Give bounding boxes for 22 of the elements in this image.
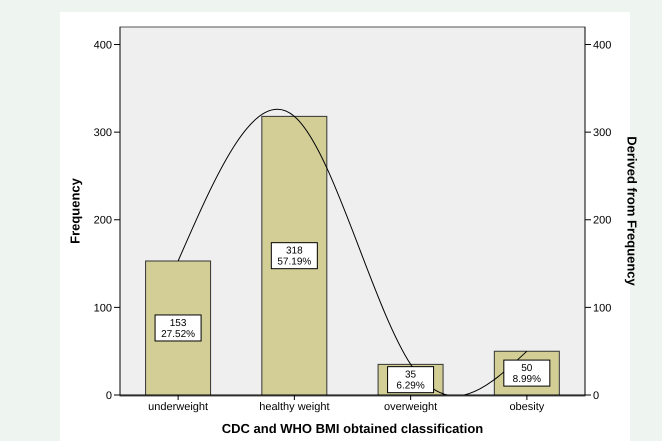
bar <box>261 116 328 395</box>
data-label: 50 8.99% <box>512 363 542 386</box>
y-tick-label: 200 <box>94 214 112 227</box>
x-tick-label: underweight <box>148 400 208 413</box>
y2-tick-label: 200 <box>593 214 612 227</box>
x-axis-title: CDC and WHO BMI obtained classification <box>222 421 484 436</box>
y-tick-label: 400 <box>94 39 112 52</box>
y2-tick-label: 400 <box>593 39 612 52</box>
x-tick-label: obesity <box>509 400 545 413</box>
data-label: 318 57.19% <box>277 246 312 268</box>
y2-axis-title: Derived from Frequency <box>624 136 640 287</box>
y2-tick-label: 300 <box>593 127 612 140</box>
x-tick-label: overweight <box>384 400 438 413</box>
x-tick-label: healthy weight <box>259 400 330 413</box>
y-tick-label: 300 <box>94 127 112 140</box>
y2-tick-label: 0 <box>593 390 600 402</box>
y-axis-title: Frequency <box>68 177 83 244</box>
y2-tick-label: 100 <box>593 302 612 314</box>
y-tick-label: 100 <box>94 302 112 314</box>
data-label: 35 6.29% <box>396 370 425 392</box>
data-label: 153 27.52% <box>161 318 196 340</box>
y-tick-label: 0 <box>106 390 112 402</box>
